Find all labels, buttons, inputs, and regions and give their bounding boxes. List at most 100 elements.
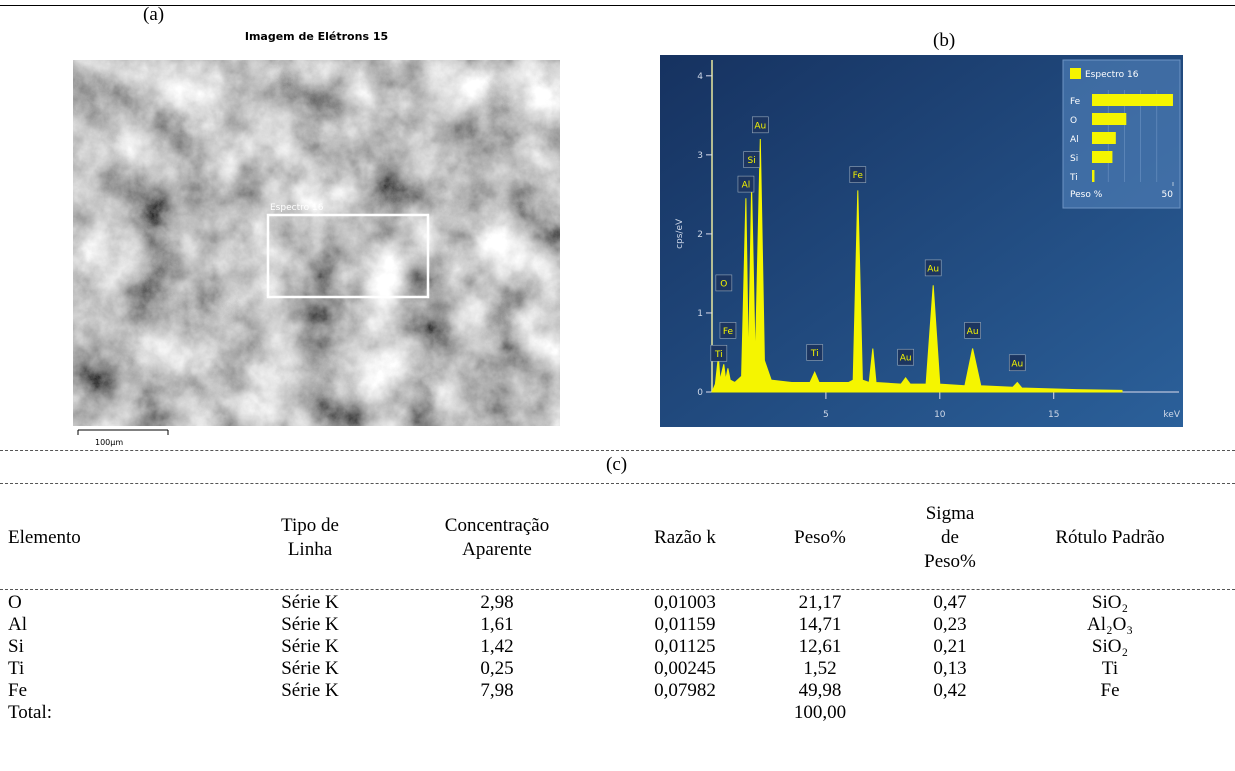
table-cell: 7,98 <box>480 680 514 701</box>
spectrum-chart: 0 1 2 3 4 5 10 15 keV cps/eV Ti O Fe Al Si Au Ti Fe Au Au Au… <box>660 55 1183 427</box>
table-cell: 0,25 <box>480 658 514 679</box>
peak-label: Ti <box>714 350 723 360</box>
table-cell: Si <box>8 636 24 657</box>
column-header: Elemento <box>8 527 81 548</box>
peak-label: Fe <box>723 327 734 337</box>
y-tick-label: 2 <box>697 230 703 240</box>
peak-label: Au <box>967 327 979 337</box>
x-tick-label: 50 <box>1162 190 1174 200</box>
table-cell: Série K <box>281 636 339 657</box>
total-value: 100,00 <box>793 702 847 723</box>
sem-image: Espectro 16 <box>73 60 560 426</box>
table-cell: SiO₂ <box>1091 592 1129 613</box>
rule <box>0 589 1235 590</box>
peak-label-box <box>751 116 769 134</box>
peak-label-box <box>849 166 867 183</box>
x-tick-label: 15 <box>1048 410 1059 420</box>
x-tick-label: 5 <box>823 410 829 420</box>
y-tick-label: 4 <box>697 72 703 82</box>
peak-label: Al <box>742 181 751 191</box>
table-cell: Ti <box>1101 658 1119 679</box>
peak-label: O <box>720 279 727 289</box>
y-tick-label: 3 <box>697 151 703 161</box>
table-cell: Série K <box>281 592 339 613</box>
table-cell: Al₂O₃ <box>1087 614 1133 635</box>
peak-label-box <box>1008 354 1026 372</box>
peak-label: Au <box>754 121 766 131</box>
table-cell: 21,17 <box>798 592 842 613</box>
inset-background <box>1062 59 1181 209</box>
table-cell: SiO₂ <box>1091 636 1129 657</box>
column-header: Concentração Aparente <box>444 515 550 560</box>
peak-label: Au <box>1011 359 1023 369</box>
table-cell: 0,23 <box>933 614 967 635</box>
table-cell: 0,01159 <box>654 614 716 635</box>
table-cell: Fe <box>1100 680 1120 701</box>
scale-bar: 100µm <box>77 429 169 447</box>
table-cell: Série K <box>281 614 339 635</box>
table-cell: 0,42 <box>933 680 967 701</box>
image-texture <box>73 60 560 426</box>
inset-chart: Espectro 16 Fe O Al Si Ti Peso % 50 <box>1062 59 1181 209</box>
spectrum-area <box>711 138 1123 393</box>
table-cell: Série K <box>281 658 339 679</box>
region-label: Espectro 16 <box>270 203 324 213</box>
table-cell: 0,21 <box>933 636 967 657</box>
peak-label-box <box>715 274 733 292</box>
column-header: Sigma de Peso% <box>924 503 976 572</box>
table-cell: 2,98 <box>480 592 514 613</box>
column-header: Peso% <box>794 527 846 548</box>
x-axis-label: keV <box>1163 410 1180 420</box>
table-cell: Ti <box>8 658 25 679</box>
peak-label: Au <box>927 264 939 274</box>
peak-label: Au <box>900 354 912 364</box>
peak-label: Fe <box>853 171 864 181</box>
table-cell: 0,01003 <box>654 592 716 613</box>
table-cell: 0,07982 <box>654 680 716 701</box>
bar <box>1092 94 1173 106</box>
table-cell: 49,98 <box>798 680 842 701</box>
peak-label-box <box>964 322 981 339</box>
x-axis-label: Peso % <box>1070 190 1103 200</box>
category-label: Fe <box>1070 97 1081 107</box>
peak-label-box <box>737 175 755 193</box>
x-tick-label: 10 <box>934 410 946 420</box>
table-cell: 0,13 <box>933 658 967 679</box>
peak-label-box <box>743 151 760 168</box>
bar <box>1092 151 1113 163</box>
image-title: Imagem de Elétrons 15 <box>244 30 389 43</box>
bar <box>1092 113 1127 125</box>
table-cell: 1,52 <box>803 658 837 679</box>
panel-label: (c) <box>606 454 628 475</box>
bar <box>1092 132 1116 144</box>
peak-label-box <box>719 322 737 339</box>
rule <box>0 483 1235 484</box>
category-label: O <box>1070 116 1077 126</box>
peak-label-box <box>710 344 728 362</box>
table-cell: 14,71 <box>798 614 842 635</box>
total-label: Total: <box>8 702 53 723</box>
table-cell: 12,61 <box>798 636 842 657</box>
table-cell: O <box>8 592 22 613</box>
y-tick-label: 1 <box>697 309 703 319</box>
category-label: Al <box>1070 135 1079 145</box>
bar <box>1092 170 1095 182</box>
table-cell: 0,00245 <box>654 658 716 679</box>
peak-label-box <box>806 344 824 361</box>
panel-label: (b) <box>933 30 956 51</box>
table-cell: Al <box>8 614 27 635</box>
peak-label: Ti <box>810 349 819 359</box>
top-rule <box>0 5 1235 6</box>
table-cell: Fe <box>8 680 27 701</box>
region-box <box>266 213 430 299</box>
peak-label: Si <box>748 156 756 166</box>
table-cell: 1,61 <box>480 614 514 635</box>
table-cell: Série K <box>281 680 339 701</box>
legend-swatch <box>1070 68 1081 79</box>
column-header: Razão k <box>654 527 716 548</box>
scale-label: 100µm <box>95 438 123 447</box>
scale-line <box>77 429 169 435</box>
rule <box>0 450 1235 451</box>
legend-label: Espectro 16 <box>1085 70 1139 80</box>
